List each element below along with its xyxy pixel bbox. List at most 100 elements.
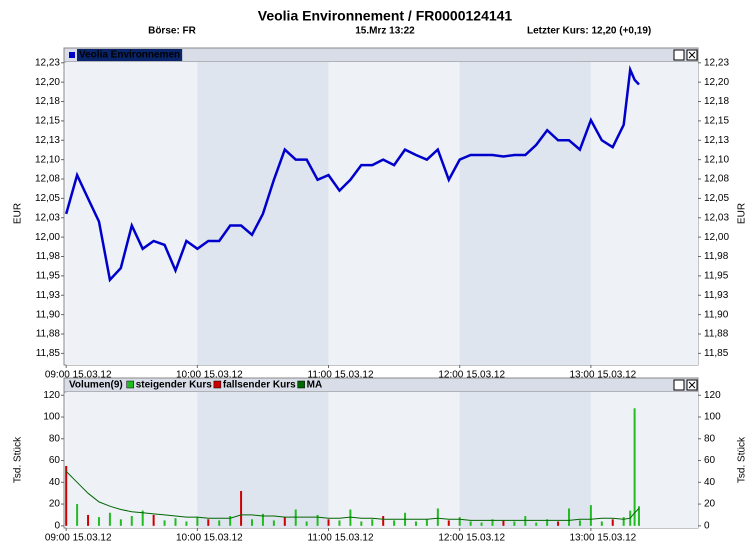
x-tick-label: 10:00 15.03.12: [176, 533, 243, 544]
hour-band: [66, 62, 198, 365]
bar: [283, 517, 286, 526]
y-tick-label-right: 12,03: [704, 212, 729, 223]
x-tick-label: 11:00 15.03.12: [308, 533, 374, 544]
expand-icon[interactable]: [673, 49, 685, 61]
y-tick-label: 0: [54, 520, 60, 531]
legend-label: steigender Kurs: [136, 380, 213, 391]
legend-label: Veolia Environnemen: [79, 50, 180, 61]
legend-swatch: [213, 380, 222, 389]
bar: [108, 512, 111, 526]
y-tick-label: 11,90: [36, 309, 61, 320]
exchange: Börse: FR: [148, 26, 197, 37]
bar: [600, 521, 603, 526]
x-tick-label: 12:00 15.03.12: [438, 533, 505, 544]
bar: [633, 408, 636, 526]
y-tick-label: 12,03: [35, 212, 60, 223]
y-tick-label-right: 12,13: [704, 135, 729, 146]
hour-band: [66, 392, 198, 528]
y-tick-label: 40: [49, 477, 61, 488]
y-tick-label-right: 60: [704, 455, 716, 466]
bar: [546, 519, 549, 526]
y-tick-label-right: 11,85: [704, 348, 729, 359]
x-tick-label: 13:00 15.03.12: [570, 370, 637, 381]
y-tick-label-right: 120: [704, 390, 721, 401]
y-tick-label: 11,98: [36, 251, 61, 262]
bar: [622, 517, 625, 526]
legend-swatch: [297, 380, 305, 389]
bar: [480, 522, 483, 526]
bar: [524, 516, 527, 526]
y-tick-label-right: 20: [704, 499, 716, 510]
y-axis-label: EUR: [13, 203, 24, 224]
bar: [360, 521, 363, 526]
y-tick-label-right: 11,95: [704, 271, 729, 282]
y-tick-label: 12,23: [35, 57, 60, 68]
x-tick-label: 13:00 15.03.12: [570, 533, 637, 544]
bar: [535, 522, 538, 526]
y-tick-label-right: 0: [704, 520, 710, 531]
y-tick-label: 12,15: [35, 116, 60, 127]
bar: [393, 520, 396, 526]
bar: [76, 504, 79, 526]
y-tick-label-right: 11,90: [704, 309, 729, 320]
bar: [637, 506, 640, 526]
y-tick-label: 20: [49, 499, 61, 510]
y-tick-label: 12,00: [35, 232, 60, 243]
y-tick-label-right: 12,23: [704, 57, 729, 68]
y-tick-label: 12,10: [35, 154, 60, 165]
line: [64, 64, 640, 283]
bar: [491, 519, 494, 526]
y-tick-label: 120: [43, 390, 60, 401]
bar: [338, 520, 341, 526]
y-tick-label: 60: [49, 455, 61, 466]
bar: [130, 516, 133, 526]
y-tick-label-right: 11,93: [704, 290, 729, 301]
expand-icon[interactable]: [673, 379, 685, 391]
y-tick-label: 12,20: [35, 77, 60, 88]
bar: [272, 520, 275, 526]
y-tick-label-right: 12,18: [704, 96, 729, 107]
y-tick-label: 12,18: [35, 96, 60, 107]
y-tick-label-right: 12,00: [704, 232, 729, 243]
bar: [316, 514, 319, 526]
legend-label: fallsender Kurs: [223, 380, 296, 391]
bar: [349, 509, 352, 526]
bar: [119, 519, 122, 526]
y-tick-label: 12,08: [35, 174, 60, 185]
bar: [371, 519, 374, 526]
y-tick-label-right: 11,98: [704, 251, 729, 262]
bar: [611, 519, 614, 526]
x-tick-label: 11:00 15.03.12: [308, 370, 374, 381]
y-tick-label: 11,88: [36, 329, 61, 340]
line: [65, 471, 640, 521]
panel-title: Volumen(9): [69, 380, 123, 391]
bar: [568, 508, 571, 526]
bar: [425, 519, 428, 526]
bar: [185, 521, 188, 526]
x-tick-label: 10:00 15.03.12: [176, 370, 243, 381]
close-x: [688, 381, 696, 389]
bar: [65, 465, 68, 526]
y-tick-label-right: 11,88: [704, 329, 729, 340]
bar: [578, 520, 581, 526]
bar: [152, 514, 155, 526]
bar: [141, 510, 144, 526]
bar: [414, 521, 417, 526]
close-x: [688, 51, 696, 59]
bar: [447, 520, 450, 526]
y-tick-label-right: 12,20: [704, 77, 729, 88]
page-title: Veolia Environnement / FR0000124141: [258, 8, 513, 24]
y-tick-label: 80: [49, 433, 61, 444]
y-axis-label: Tsd. Stück: [13, 436, 24, 483]
datetime: 15.Mrz 13:22: [355, 26, 415, 37]
last-price: Letzter Kurs: 12,20 (+0,19): [527, 26, 651, 37]
y-tick-label-right: 40: [704, 477, 716, 488]
bar: [557, 521, 560, 526]
legend-swatch: [126, 380, 134, 389]
y-tick-label: 100: [43, 412, 60, 423]
bar: [382, 516, 385, 526]
bar: [207, 519, 210, 526]
y-tick-label-right: 12,15: [704, 116, 729, 127]
legend-label: MA: [307, 380, 323, 391]
